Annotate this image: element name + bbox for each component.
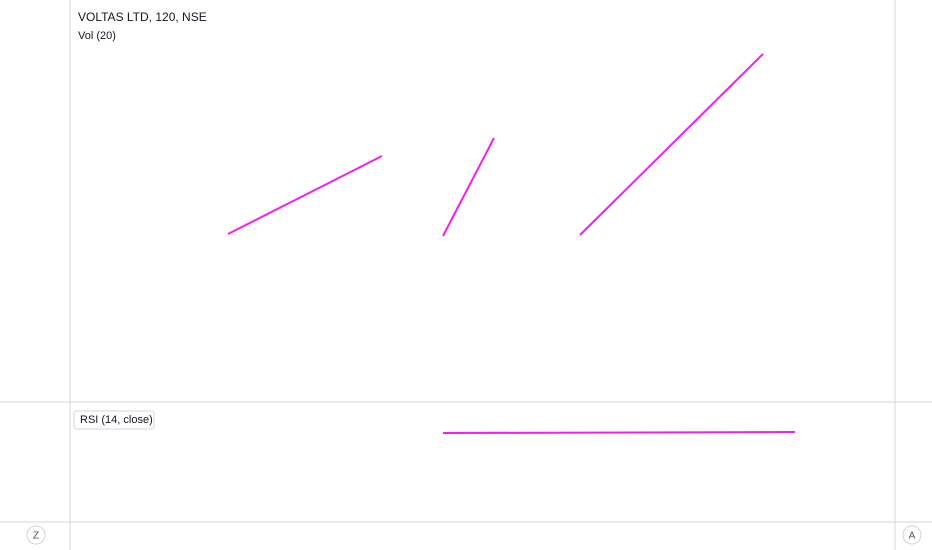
auto-scale-button[interactable]: [902, 525, 922, 545]
rsi-label: RSI (14, close): [80, 414, 153, 426]
auto-scale-button-icon[interactable]: A: [909, 531, 916, 542]
trend-line: [442, 431, 796, 434]
volume-label: Vol (20): [78, 30, 116, 42]
trend-line: [442, 137, 495, 237]
zoom-button[interactable]: [26, 525, 46, 545]
trend-line: [579, 53, 764, 236]
rsi-label-box: [73, 410, 155, 430]
chart-title: VOLTAS LTD, 120, NSE: [78, 10, 207, 24]
trend-line: [227, 155, 383, 235]
trend-lines: [227, 53, 796, 434]
zoom-button-icon[interactable]: Z: [33, 531, 39, 542]
